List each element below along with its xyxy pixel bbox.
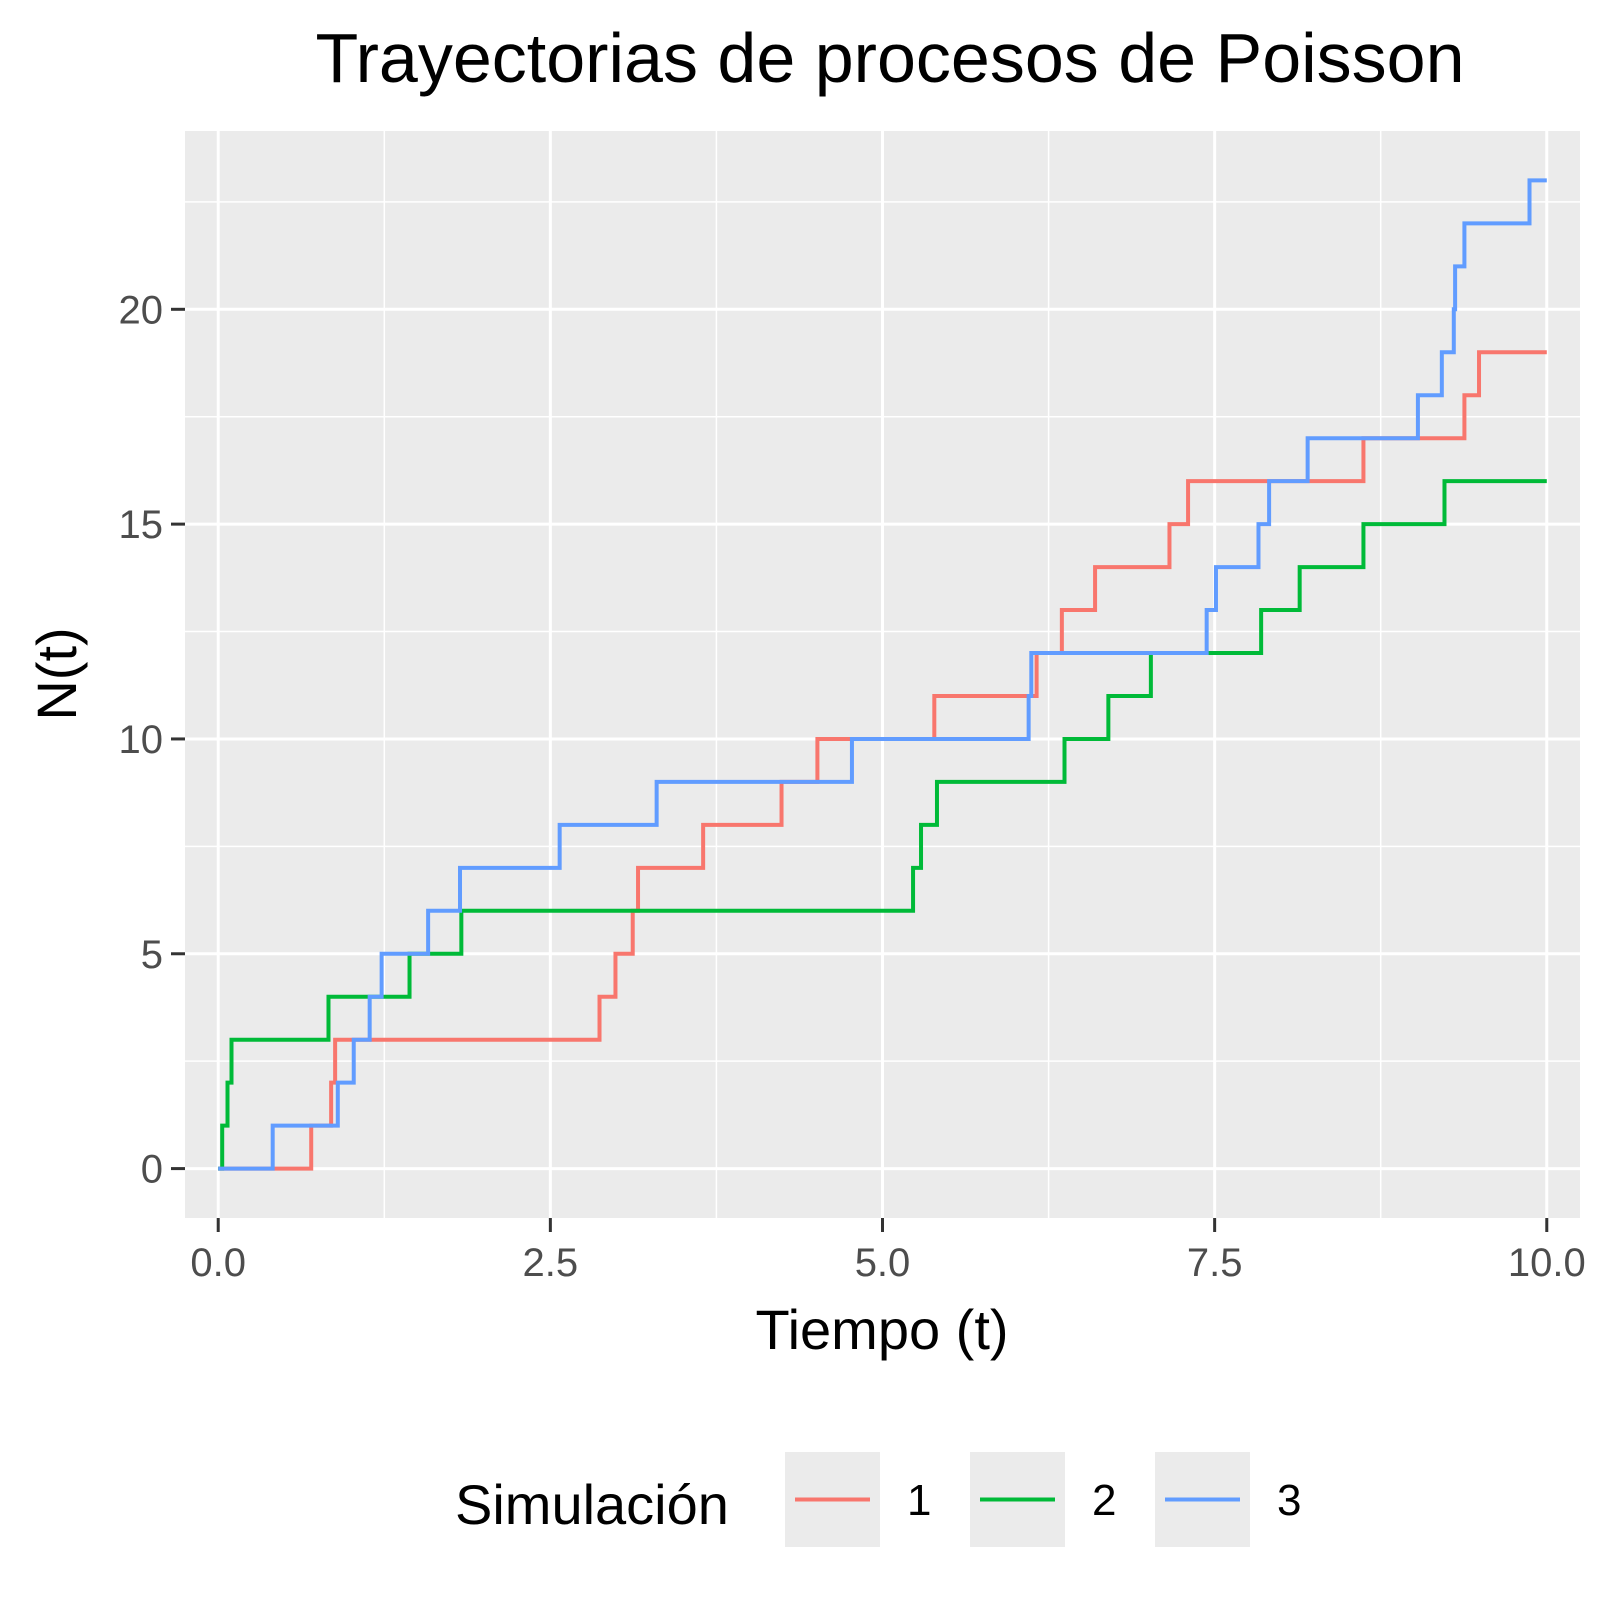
y-tick-label: 0 <box>141 1148 163 1192</box>
legend-label: 1 <box>907 1476 931 1525</box>
y-tick-label: 20 <box>119 288 164 332</box>
x-tick-label: 5.0 <box>855 1241 911 1285</box>
legend-label: 3 <box>1277 1476 1301 1525</box>
x-tick-label: 7.5 <box>1187 1241 1243 1285</box>
legend: Simulación 1 2 3 <box>455 1452 1301 1547</box>
legend-title: Simulación <box>455 1473 729 1536</box>
x-tick-label: 0.0 <box>190 1241 246 1285</box>
series-line-3 <box>218 178 1547 1171</box>
series-lines <box>218 178 1547 1171</box>
x-axis: 0.0 2.5 5.0 7.5 10.0 <box>190 1218 1586 1285</box>
x-tick-label: 10.0 <box>1508 1241 1586 1285</box>
legend-label: 2 <box>1092 1476 1116 1525</box>
x-axis-title: Tiempo (t) <box>755 1298 1008 1361</box>
chart-title: Trayectorias de procesos de Poisson <box>315 19 1464 97</box>
y-tick-label: 5 <box>141 933 163 977</box>
series-line-2 <box>218 479 1547 1171</box>
y-axis: 0 5 10 15 20 <box>119 288 185 1192</box>
y-axis-title: N(t) <box>25 627 88 720</box>
y-tick-label: 10 <box>119 718 164 762</box>
y-tick-label: 15 <box>119 503 164 547</box>
x-tick-label: 2.5 <box>523 1241 579 1285</box>
